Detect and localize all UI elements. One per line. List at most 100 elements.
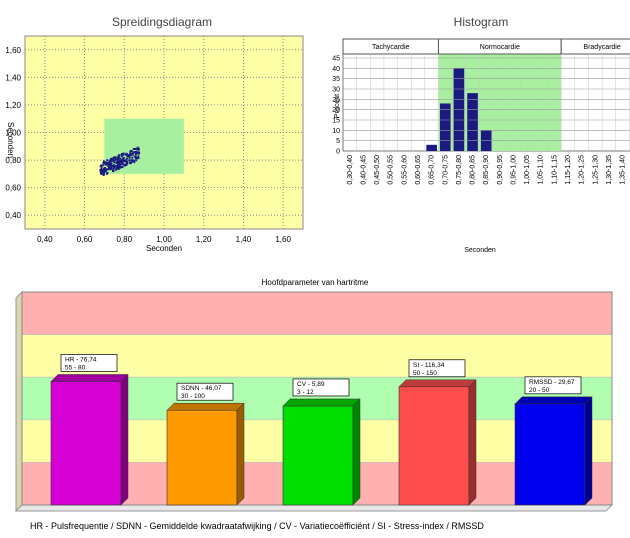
scatter-point	[100, 166, 103, 169]
scatter-point	[104, 161, 107, 164]
params-bar-side	[352, 398, 361, 506]
params-value-label: HR - 76,74	[65, 356, 97, 363]
scatter-point	[125, 157, 128, 160]
scatter-point	[129, 161, 132, 164]
params-value-box	[292, 378, 350, 397]
scatter-point	[101, 171, 104, 174]
scatter-point	[117, 167, 120, 170]
histogram-xtick: 0,55-0,60	[401, 155, 408, 185]
params-value-box	[60, 354, 118, 372]
scatter-point	[106, 172, 109, 175]
histogram-xtick: 0,40-0,45	[360, 155, 367, 185]
scatter-xtick: 1,40	[236, 235, 252, 244]
scatter-point	[124, 153, 127, 156]
scatter-point	[130, 149, 133, 152]
scatter-point	[133, 151, 136, 154]
scatter-point	[114, 168, 117, 171]
scatter-point	[108, 166, 111, 169]
scatter-point	[120, 161, 123, 164]
scatter-point	[129, 154, 132, 157]
scatter-point	[111, 165, 114, 168]
histogram-ytick: 0	[336, 149, 340, 156]
histogram-ytick: 35	[332, 76, 340, 83]
scatter-point	[134, 152, 137, 155]
histogram-xtick: 1,10-1,15	[551, 155, 558, 185]
scatter-point	[122, 157, 125, 160]
scatter-chart: 0,40 0,60 0,80 1,00 1,20 1,40 1,60 0,40 0,60 0,8…	[5, 35, 304, 253]
scatter-point	[122, 152, 125, 155]
params-bar	[166, 409, 238, 506]
scatter-point	[104, 163, 107, 166]
params-range-label: 55 - 80	[65, 364, 86, 371]
scatter-point	[108, 163, 111, 166]
scatter-point	[117, 160, 120, 163]
scatter-point	[100, 168, 103, 171]
scatter-point	[126, 154, 129, 157]
scatter-point	[136, 148, 139, 151]
scatter-point	[118, 154, 121, 157]
scatter-point	[122, 163, 125, 166]
params-value-label: CV - 5,89	[297, 381, 325, 388]
scatter-title: Spreidingsdiagram	[111, 15, 213, 29]
params-bar-side	[584, 396, 593, 506]
scatter-point	[120, 165, 123, 168]
scatter-point	[137, 152, 140, 155]
scatter-point	[122, 153, 125, 156]
histogram-xtick: 0,90-0,95	[497, 155, 504, 185]
scatter-point	[119, 160, 122, 163]
histogram-xtick: 1,05-1,10	[538, 155, 545, 185]
scatter-point	[133, 161, 136, 164]
params-bar-top	[50, 374, 129, 382]
histogram-xtick: 0,50-0,55	[388, 155, 395, 185]
histogram-zone-label: Tachycardie	[372, 44, 409, 51]
histogram-ytick: 10	[332, 128, 340, 135]
params-bar	[398, 386, 470, 506]
scatter-point	[117, 165, 120, 168]
scatter-point	[120, 153, 123, 156]
histogram-xtick: 1,15-1,20	[565, 155, 572, 185]
scatter-ytick: 1,00	[5, 129, 21, 138]
scatter-point	[102, 172, 105, 175]
scatter-point	[101, 164, 104, 167]
scatter-point	[99, 169, 102, 172]
scatter-point	[116, 158, 119, 161]
scatter-point	[111, 159, 114, 162]
histogram-title: Histogram	[453, 15, 509, 29]
scatter-point	[113, 156, 116, 159]
scatter-point	[106, 161, 109, 164]
scatter-point	[112, 169, 115, 172]
scatter-xlabel: Seconden	[146, 244, 182, 253]
scatter-point	[125, 163, 128, 166]
scatter-point	[126, 160, 129, 163]
scatter-point	[105, 168, 108, 171]
scatter-xtick: 1,20	[196, 235, 212, 244]
scatter-point	[129, 150, 132, 153]
scatter-ytick: 0,40	[5, 211, 21, 220]
histogram-bar	[426, 144, 437, 151]
scatter-point	[133, 155, 136, 158]
scatter-points	[99, 146, 141, 176]
scatter-point	[119, 161, 122, 164]
scatter-point	[106, 168, 109, 171]
params-title: Hoofdparameter van hartritme	[261, 278, 369, 287]
histogram-ytick: 20	[332, 107, 340, 114]
params-value-box	[408, 359, 466, 378]
params-value-label: SDNN - 46,07	[181, 385, 222, 392]
scatter-point	[131, 153, 134, 156]
scatter-point	[130, 153, 133, 156]
scatter-point	[99, 172, 102, 175]
scatter-xtick: 0,60	[77, 235, 93, 244]
params-bar-top	[514, 396, 593, 405]
scatter-xtick: 0,80	[116, 235, 132, 244]
scatter-point	[127, 154, 130, 157]
histogram-xtick: 1,35-1,40	[620, 155, 627, 185]
scatter-ylabel: Seconden	[6, 122, 15, 158]
histogram-ytick: 5	[336, 138, 340, 145]
scatter-point	[107, 162, 110, 165]
scatter-ytick: 0,80	[5, 156, 21, 165]
scatter-point	[120, 162, 123, 165]
scatter-point	[135, 151, 138, 154]
scatter-point	[114, 158, 117, 161]
histogram-ytick: 40	[332, 66, 340, 73]
params-bar	[282, 405, 354, 506]
